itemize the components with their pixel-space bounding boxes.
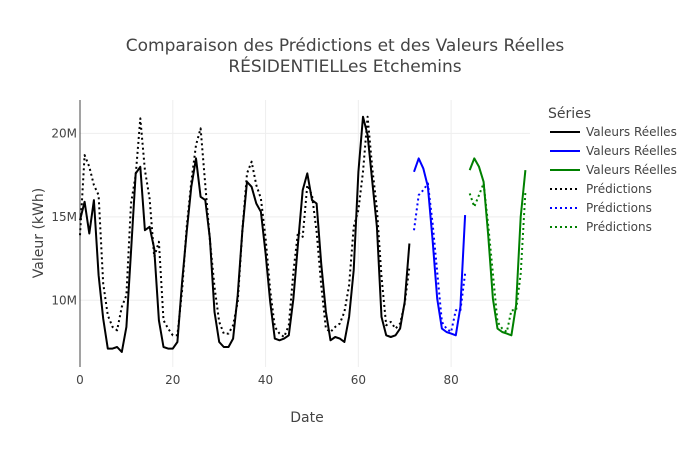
x-tick-label: 40 bbox=[258, 373, 273, 387]
legend-entry-label[interactable]: Prédictions bbox=[586, 220, 652, 234]
x-tick-label: 0 bbox=[76, 373, 84, 387]
legend-entry-label[interactable]: Valeurs Réelles bbox=[586, 163, 677, 177]
series-line-5 bbox=[413, 182, 467, 333]
grid bbox=[79, 100, 530, 367]
legend-entry-label[interactable]: Prédictions bbox=[586, 201, 652, 215]
y-tick-label: 15M bbox=[51, 210, 77, 224]
chart-title-line2: RÉSIDENTIELLes Etchemins bbox=[228, 55, 461, 77]
tick-labels: 10M 15M 20M 0 20 40 60 80 bbox=[51, 126, 458, 387]
series-line-6 bbox=[468, 182, 527, 333]
legend-entry-label[interactable]: Valeurs Réelles bbox=[586, 144, 677, 158]
legend-title: Séries bbox=[548, 106, 591, 122]
series-line-3 bbox=[468, 157, 527, 337]
x-tick-label: 20 bbox=[165, 373, 180, 387]
series-line-2 bbox=[413, 157, 467, 337]
legend: Séries Valeurs Réelles Valeurs Réelles Val… bbox=[548, 106, 677, 234]
series-line-4 bbox=[79, 115, 411, 338]
y-tick-label: 10M bbox=[51, 293, 77, 307]
plot-area bbox=[79, 115, 527, 353]
x-tick-label: 60 bbox=[351, 373, 366, 387]
y-tick-label: 20M bbox=[51, 126, 77, 140]
legend-entry-label[interactable]: Valeurs Réelles bbox=[586, 125, 677, 139]
chart-title-line1: Comparaison des Prédictions et des Valeu… bbox=[126, 36, 565, 56]
y-axis-title: Valeur (kWh) bbox=[31, 188, 47, 278]
x-axis-title: Date bbox=[290, 410, 323, 426]
series-line-1 bbox=[79, 115, 411, 353]
x-tick-label: 80 bbox=[443, 373, 458, 387]
legend-entry-label[interactable]: Prédictions bbox=[586, 182, 652, 196]
